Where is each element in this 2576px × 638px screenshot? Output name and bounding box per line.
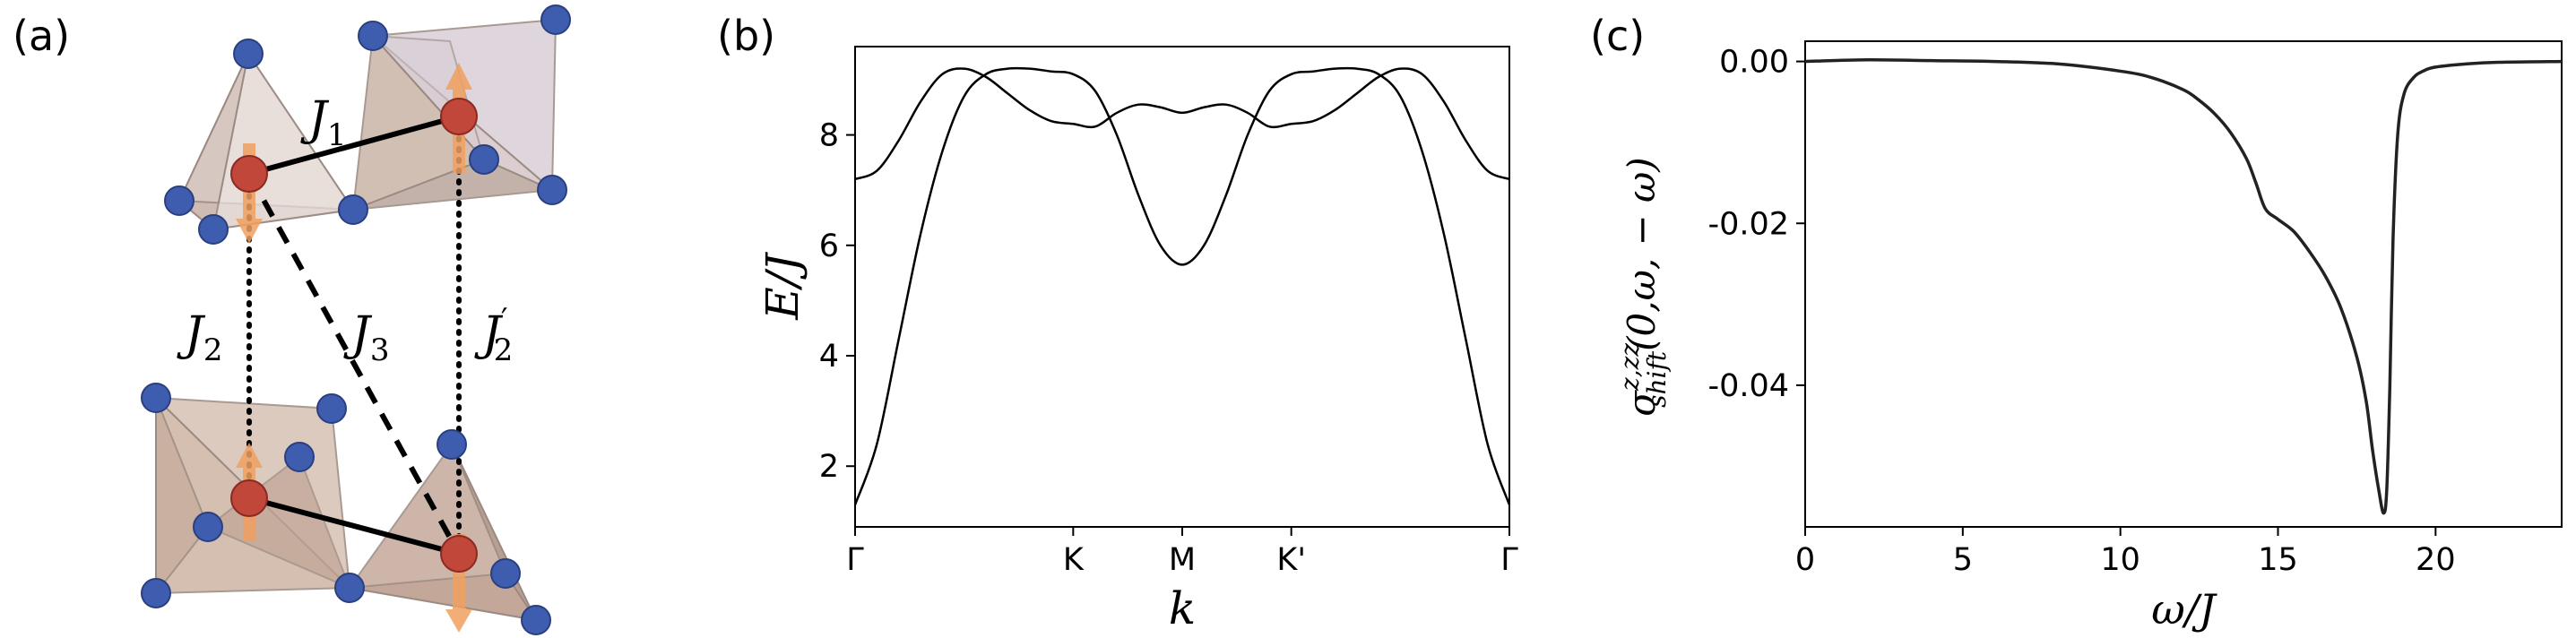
panel-b-series — [853, 66, 1511, 505]
x-tick-label: 10 — [2100, 542, 2140, 578]
y-tick-label: -0.02 — [1707, 206, 1789, 242]
panel-b-y-ticks: 2 4 6 8 — [819, 118, 855, 485]
panel-b-x-label: k — [1169, 582, 1196, 634]
j3-label: J3 — [343, 307, 390, 368]
y-tick-label: -0.04 — [1707, 368, 1789, 404]
j1-bond — [248, 114, 460, 177]
metal-atom — [230, 155, 268, 193]
y-tick-label: 2 — [819, 449, 839, 485]
shift-current-line — [1804, 58, 2563, 515]
x-tick-label: 20 — [2416, 542, 2456, 578]
panel-a: (a) — [13, 4, 571, 635]
band-line-2 — [854, 67, 1510, 181]
panel-c-y-ticks: 0.00 -0.02 -0.04 — [1707, 45, 1805, 404]
x-tick-label: Γ — [846, 542, 864, 578]
panel-c-y-label: σz,zzshift(0,ω, − ω) — [1615, 157, 1672, 416]
ligand-atom — [537, 175, 567, 205]
x-tick-label: M — [1169, 542, 1196, 578]
x-tick-label: K' — [1276, 542, 1306, 578]
x-tick-label: 0 — [1795, 542, 1815, 578]
panel-b-label: (b) — [717, 12, 775, 60]
x-tick-label: 5 — [1953, 542, 1973, 578]
panel-b: (b) 2 4 6 8 Γ K M K' Γ E/J k — [717, 12, 1518, 634]
panel-b-y-label: E/J — [756, 251, 808, 320]
panel-c-frame — [1804, 40, 2563, 528]
panel-c-x-ticks: 0 5 10 15 20 — [1795, 527, 2456, 578]
ligand-atom — [437, 429, 467, 460]
panel-c-x-label: ω/J — [2151, 585, 2217, 634]
ligand-atom — [334, 573, 365, 603]
ligand-atom — [469, 144, 499, 175]
y-tick-label: 8 — [819, 118, 839, 154]
ligand-atom — [198, 214, 229, 245]
metal-atom — [440, 98, 478, 135]
metal-atom — [440, 535, 478, 573]
ligand-atom — [521, 605, 551, 635]
panel-c-label: (c) — [1590, 12, 1645, 60]
ligand-atom — [164, 185, 194, 216]
panel-c: (c) 0.00 -0.02 -0.04 0 5 10 15 20 σz,zzshift(0… — [1590, 12, 2563, 634]
ligand-atom — [316, 393, 347, 424]
ligand-atom — [193, 512, 223, 542]
y-tick-label: 0.00 — [1719, 45, 1789, 81]
y-tick-label: 6 — [819, 228, 839, 264]
j2-label: J2 — [177, 307, 223, 368]
panel-a-label: (a) — [13, 12, 70, 60]
x-tick-label: 15 — [2258, 542, 2298, 578]
x-tick-label: Γ — [1500, 542, 1518, 578]
spin-arrow-head-up-top-right — [445, 63, 472, 90]
y-tick-label: 4 — [819, 339, 839, 375]
ligand-atoms — [141, 4, 571, 635]
ligand-atom — [141, 578, 171, 608]
spin-arrow-head-up-bottom-left — [236, 443, 263, 468]
spin-arrow-head-down-bottom-right — [445, 609, 472, 633]
j2-prime-label: J′ 2 — [474, 302, 513, 368]
j3-bond — [246, 172, 462, 556]
metal-atom — [230, 479, 268, 517]
ligand-atom — [358, 21, 388, 51]
band-line-1 — [853, 66, 1511, 505]
panel-b-x-ticks: Γ K M K' Γ — [846, 527, 1518, 578]
spin-arrow-head-down-top-left — [236, 219, 263, 244]
ligand-atom — [141, 383, 171, 413]
x-tick-label: K — [1063, 542, 1085, 578]
panel-c-series — [1804, 58, 2563, 515]
metal-atoms — [230, 98, 478, 573]
ligand-atom — [284, 442, 315, 472]
ligand-atom — [540, 4, 571, 35]
ligand-atom — [490, 558, 521, 589]
j1-bond-lower — [248, 496, 460, 556]
ligand-atom — [233, 39, 264, 69]
ligand-atom — [338, 194, 368, 225]
